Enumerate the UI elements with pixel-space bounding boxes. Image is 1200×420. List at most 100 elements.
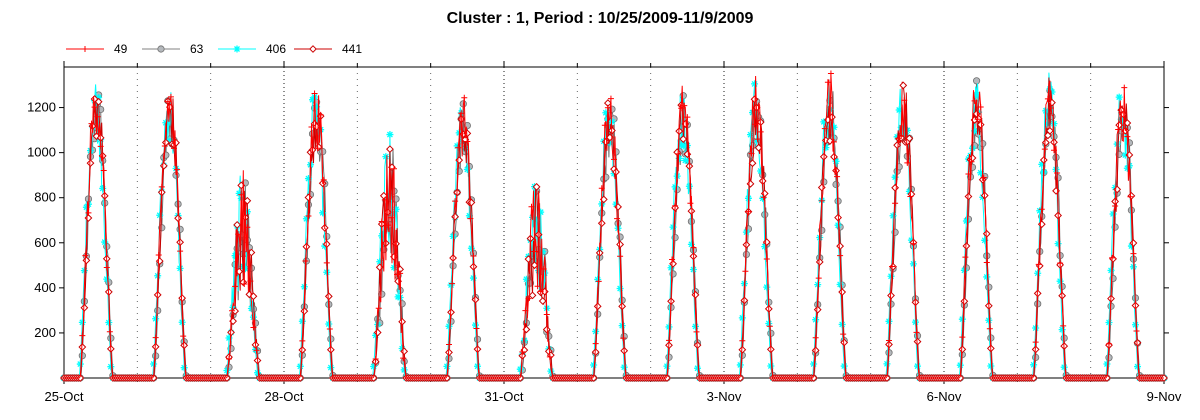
data-point — [528, 203, 535, 210]
data-point — [977, 103, 984, 110]
data-point — [250, 324, 257, 331]
data-point — [101, 238, 109, 246]
data-point — [161, 143, 168, 150]
data-point — [827, 70, 834, 77]
data-point — [976, 120, 985, 129]
data-point — [86, 159, 95, 168]
data-point — [100, 167, 107, 174]
data-point — [598, 185, 605, 192]
data-point — [458, 110, 465, 117]
data-point — [980, 174, 987, 181]
legend-marker — [309, 45, 317, 53]
data-point — [369, 374, 378, 382]
data-point — [1052, 186, 1060, 195]
data-point — [180, 333, 187, 340]
data-point — [177, 248, 184, 255]
data-point — [1127, 193, 1134, 200]
data-point — [235, 189, 243, 197]
data-point — [895, 135, 902, 142]
data-point — [745, 208, 752, 215]
data-point — [541, 269, 549, 277]
data-point — [1036, 207, 1044, 215]
data-point — [174, 166, 181, 173]
data-point — [528, 291, 537, 300]
data-point — [159, 161, 168, 170]
data-point — [244, 224, 251, 231]
data-point — [78, 343, 87, 351]
data-point — [962, 254, 969, 261]
data-point — [748, 150, 755, 157]
data-point — [666, 337, 672, 344]
y-tick-label: 400 — [34, 280, 56, 295]
data-point — [467, 244, 475, 252]
data-point — [812, 316, 820, 324]
y-tick-label: 800 — [34, 190, 56, 205]
data-point — [152, 334, 159, 341]
data-point — [958, 345, 967, 354]
data-point — [836, 242, 845, 251]
data-point — [736, 374, 745, 382]
data-point — [962, 217, 970, 225]
data-point — [608, 105, 616, 113]
data-point — [227, 344, 235, 353]
data-point — [763, 283, 771, 291]
data-point — [595, 278, 602, 285]
data-point — [763, 255, 770, 262]
data-point — [321, 242, 329, 250]
data-point — [1134, 363, 1142, 371]
data-point — [540, 266, 547, 273]
data-point — [390, 264, 398, 272]
data-point — [463, 165, 471, 173]
data-point — [94, 113, 101, 120]
data-point — [1127, 242, 1135, 250]
data-point — [387, 214, 394, 221]
data-point — [1060, 363, 1068, 371]
data-point — [1118, 109, 1125, 116]
data-point — [739, 337, 746, 344]
data-point — [893, 133, 901, 141]
data-point — [76, 360, 84, 368]
data-point — [1115, 93, 1123, 101]
data-point — [471, 295, 480, 304]
data-point — [473, 325, 480, 332]
data-point — [907, 193, 914, 200]
data-point — [814, 281, 822, 289]
data-point — [1038, 160, 1046, 168]
data-point — [537, 208, 545, 216]
data-point — [178, 294, 187, 303]
y-tick-label: 200 — [34, 325, 56, 340]
data-point — [241, 280, 248, 287]
data-point — [386, 145, 394, 154]
data-point — [382, 153, 390, 161]
data-point — [815, 275, 822, 282]
data-point — [981, 236, 989, 244]
data-point — [392, 205, 400, 213]
data-point — [156, 211, 164, 219]
data-point — [233, 220, 242, 229]
data-point — [691, 322, 699, 330]
data-point — [1041, 138, 1050, 147]
data-point — [380, 229, 388, 237]
data-point — [678, 105, 685, 112]
data-point — [607, 95, 614, 102]
legend-label: 441 — [342, 42, 363, 56]
data-point — [824, 79, 831, 86]
data-point — [746, 179, 755, 188]
data-point — [838, 320, 846, 328]
data-point — [987, 362, 995, 370]
data-point — [590, 361, 598, 369]
data-point — [672, 202, 679, 209]
data-point — [813, 305, 822, 314]
data-point — [158, 183, 165, 190]
data-point — [319, 147, 327, 156]
data-point — [235, 231, 242, 238]
data-point — [679, 135, 688, 143]
data-point — [959, 334, 966, 341]
data-point — [1052, 165, 1060, 173]
data-point — [522, 275, 530, 283]
data-point — [1046, 126, 1054, 135]
data-point — [304, 175, 312, 183]
data-point — [960, 297, 969, 306]
data-point — [1048, 88, 1056, 96]
